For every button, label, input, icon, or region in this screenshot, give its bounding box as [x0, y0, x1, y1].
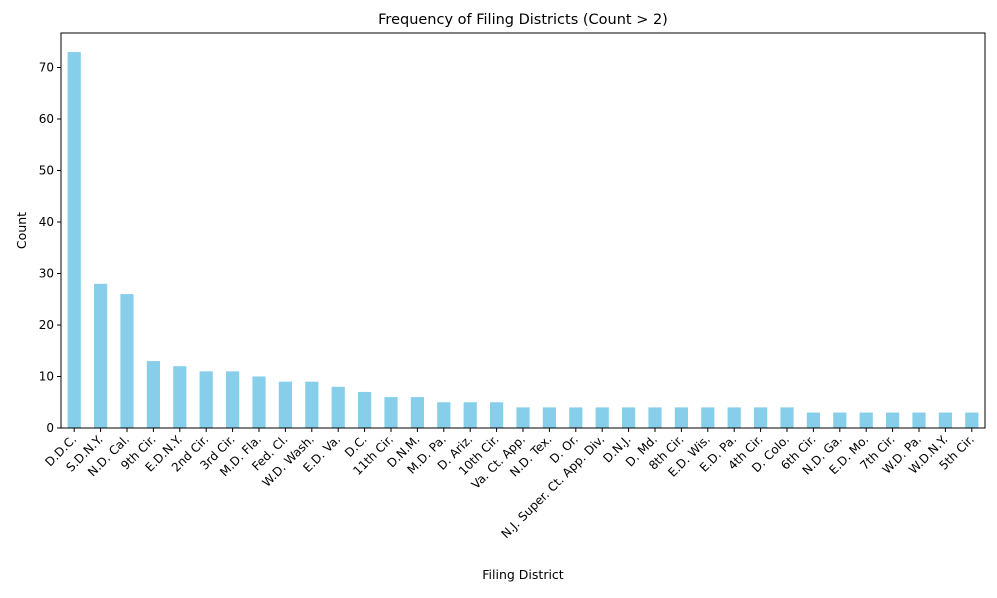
bar: [595, 407, 609, 428]
bar: [226, 371, 240, 428]
bar: [410, 397, 424, 428]
bar: [146, 361, 160, 428]
y-tick-label: 70: [39, 61, 54, 75]
bar: [305, 381, 319, 428]
bar: [859, 412, 873, 428]
plot-frame: [60, 32, 986, 429]
bar: [120, 294, 134, 428]
y-axis-label: Count: [14, 212, 29, 249]
x-axis-label: Filing District: [482, 567, 564, 582]
bar: [938, 412, 952, 428]
y-tick-label: 40: [39, 215, 54, 229]
bar: [648, 407, 662, 428]
bars-group: [67, 52, 979, 429]
bar: [965, 412, 979, 428]
y-tick-label: 20: [39, 318, 54, 332]
bar: [252, 376, 266, 428]
bar: [463, 402, 477, 428]
bar: [912, 412, 926, 428]
bar: [278, 381, 292, 428]
bar: [622, 407, 636, 428]
bar: [490, 402, 504, 428]
chart-title: Frequency of Filing Districts (Count > 2…: [378, 12, 668, 28]
bar: [331, 386, 345, 428]
y-tick-label: 50: [39, 164, 54, 178]
bar: [727, 407, 741, 428]
bar: [516, 407, 530, 428]
y-tick-label: 0: [46, 421, 54, 435]
bar: [674, 407, 688, 428]
x-axis-ticks: D.D.C.S.D.N.Y.N.D. Cal.9th Cir.E.D.N.Y.2…: [42, 428, 977, 541]
bar: [806, 412, 820, 428]
bar: [437, 402, 451, 428]
y-tick-label: 60: [39, 112, 54, 126]
bar: [173, 366, 187, 428]
bar: [886, 412, 900, 428]
bar: [701, 407, 715, 428]
bar: [569, 407, 583, 428]
bar: [780, 407, 794, 428]
bar: [754, 407, 768, 428]
y-tick-label: 30: [39, 267, 54, 281]
y-axis-ticks: 0 10 20 30 40 50 60 70: [39, 61, 61, 435]
y-tick-label: 10: [39, 370, 54, 384]
bar: [384, 397, 398, 428]
bar: [67, 52, 81, 429]
bar: [94, 283, 108, 428]
bar: [542, 407, 556, 428]
bar: [199, 371, 213, 428]
bar: [833, 412, 847, 428]
bar: [358, 391, 372, 428]
